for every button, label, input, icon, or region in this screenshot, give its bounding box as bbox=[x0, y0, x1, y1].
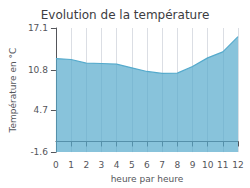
svg-text:2: 2 bbox=[83, 160, 89, 170]
svg-text:1: 1 bbox=[68, 160, 74, 170]
svg-text:Température en °C: Température en °C bbox=[8, 48, 18, 134]
svg-text:4: 4 bbox=[114, 160, 120, 170]
svg-text:8: 8 bbox=[174, 160, 180, 170]
svg-text:9: 9 bbox=[190, 160, 196, 170]
svg-text:4.7: 4.7 bbox=[34, 105, 48, 115]
svg-text:10.8: 10.8 bbox=[28, 65, 48, 75]
svg-text:10: 10 bbox=[202, 160, 214, 170]
svg-text:-1.6: -1.6 bbox=[30, 147, 48, 157]
svg-text:heure par heure: heure par heure bbox=[111, 174, 184, 184]
svg-text:6: 6 bbox=[144, 160, 150, 170]
svg-text:Evolution de la température: Evolution de la température bbox=[41, 8, 210, 22]
svg-text:7: 7 bbox=[159, 160, 165, 170]
svg-text:17.1: 17.1 bbox=[28, 23, 48, 33]
svg-text:5: 5 bbox=[129, 160, 135, 170]
svg-text:11: 11 bbox=[217, 160, 228, 170]
svg-text:3: 3 bbox=[99, 160, 105, 170]
svg-text:12: 12 bbox=[232, 160, 243, 170]
svg-text:0: 0 bbox=[53, 160, 59, 170]
